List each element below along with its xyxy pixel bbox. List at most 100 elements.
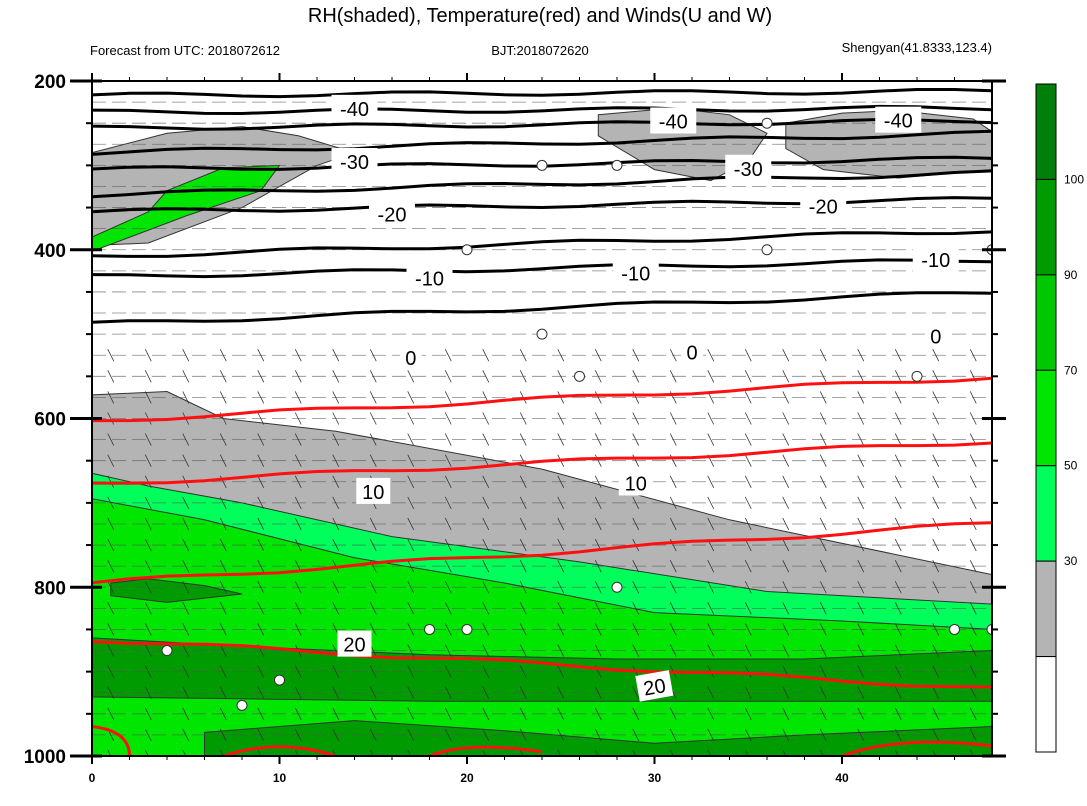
colorbar-cell: [1035, 656, 1057, 753]
wind-vector: [482, 454, 490, 467]
wind-vector: [857, 391, 865, 404]
wind-vector: [594, 581, 602, 594]
calm-wind-circle: [536, 328, 548, 340]
red-isotherm: [841, 740, 992, 756]
wind-vector: [594, 644, 602, 657]
wind-vector: [519, 623, 527, 636]
wind-vector: [744, 644, 752, 657]
wind-vector: [294, 665, 302, 678]
wind-vector: [107, 707, 115, 720]
wind-vector: [369, 517, 377, 531]
x-tick-label: 40: [835, 771, 849, 785]
wind-vector: [144, 559, 152, 573]
wind-vector: [482, 686, 490, 699]
wind-vector: [894, 581, 902, 594]
wind-vector: [632, 559, 640, 573]
wind-vector: [707, 686, 715, 699]
wind-vector: [782, 644, 790, 657]
wind-vector: [969, 686, 977, 699]
wind-vector: [857, 496, 865, 510]
wind-vector: [482, 496, 490, 510]
wind-vector: [107, 644, 115, 657]
wind-vector: [707, 433, 715, 446]
temperature-label: 20: [642, 675, 668, 701]
wind-vector: [744, 707, 752, 720]
wind-vector: [857, 538, 865, 552]
calm-wind-circle: [611, 581, 623, 593]
wind-vector: [857, 349, 865, 362]
wind-vector: [407, 602, 415, 615]
wind-vector: [707, 517, 715, 531]
wind-vector: [482, 644, 490, 657]
temperature-label-box: [399, 343, 422, 370]
wind-vector: [219, 581, 227, 594]
wind-vector: [894, 475, 902, 488]
wind-vector: [857, 644, 865, 657]
wind-vector: [482, 749, 487, 756]
wind-vector: [557, 349, 565, 362]
wind-vector: [444, 602, 452, 615]
wind-vector: [257, 559, 265, 573]
wind-vector: [557, 686, 565, 699]
wind-vector: [782, 496, 790, 510]
wind-vector: [632, 581, 640, 594]
wind-vector: [294, 454, 302, 467]
wind-vector: [594, 412, 602, 425]
wind-vector: [182, 707, 190, 720]
temperature-label: 10: [362, 482, 384, 504]
wind-vector: [632, 707, 640, 720]
wind-vector: [294, 370, 302, 383]
wind-vector: [557, 665, 565, 678]
wind-vector: [219, 433, 227, 446]
wind-vector: [407, 496, 415, 510]
wind-vector: [594, 433, 602, 446]
wind-vector: [819, 496, 827, 510]
wind-vector: [519, 707, 527, 720]
wind-vector: [894, 644, 902, 657]
wind-vector: [519, 644, 527, 657]
wind-vector: [407, 623, 415, 636]
temperature-label-box: [356, 477, 391, 504]
wind-vector: [219, 370, 227, 383]
wind-vector: [669, 517, 677, 531]
wind-vector: [369, 686, 377, 699]
wind-vector: [969, 412, 977, 425]
calm-wind-circle: [274, 674, 285, 686]
wind-vector: [744, 433, 752, 446]
wind-vector: [444, 349, 452, 362]
wind-vector: [444, 686, 452, 699]
wind-vector: [369, 665, 377, 678]
wind-vector: [257, 475, 265, 488]
wind-vector: [294, 433, 302, 446]
wind-vector: [144, 496, 152, 510]
calm-wind-circle: [461, 623, 473, 635]
wind-vector: [819, 686, 827, 699]
wind-vector: [857, 707, 865, 720]
station-info: Shengyan(41.8333,123.4): [842, 40, 992, 55]
wind-vector: [857, 623, 865, 636]
wind-vector: [182, 454, 190, 467]
wind-vector: [294, 581, 302, 594]
wind-vector: [819, 581, 827, 594]
wind-vector: [257, 496, 265, 510]
wind-vector: [744, 517, 752, 531]
wind-vector: [144, 749, 149, 756]
wind-vector: [107, 665, 115, 678]
wind-vector: [144, 370, 152, 383]
wind-vector: [407, 433, 415, 446]
x-tick-label: 30: [648, 771, 662, 785]
wind-vector: [969, 538, 977, 552]
wind-vector: [332, 665, 340, 678]
wind-vector: [594, 391, 602, 404]
wind-vector: [932, 559, 940, 573]
wind-vector: [894, 538, 902, 552]
wind-vector: [482, 602, 490, 615]
wind-vector: [407, 412, 415, 425]
wind-vector: [594, 749, 599, 756]
wind-vector: [819, 391, 827, 404]
wind-vector: [782, 686, 790, 699]
wind-vector: [669, 707, 677, 720]
wind-vector: [369, 349, 377, 362]
wind-vector: [969, 454, 977, 467]
calm-wind-circle: [536, 159, 548, 171]
